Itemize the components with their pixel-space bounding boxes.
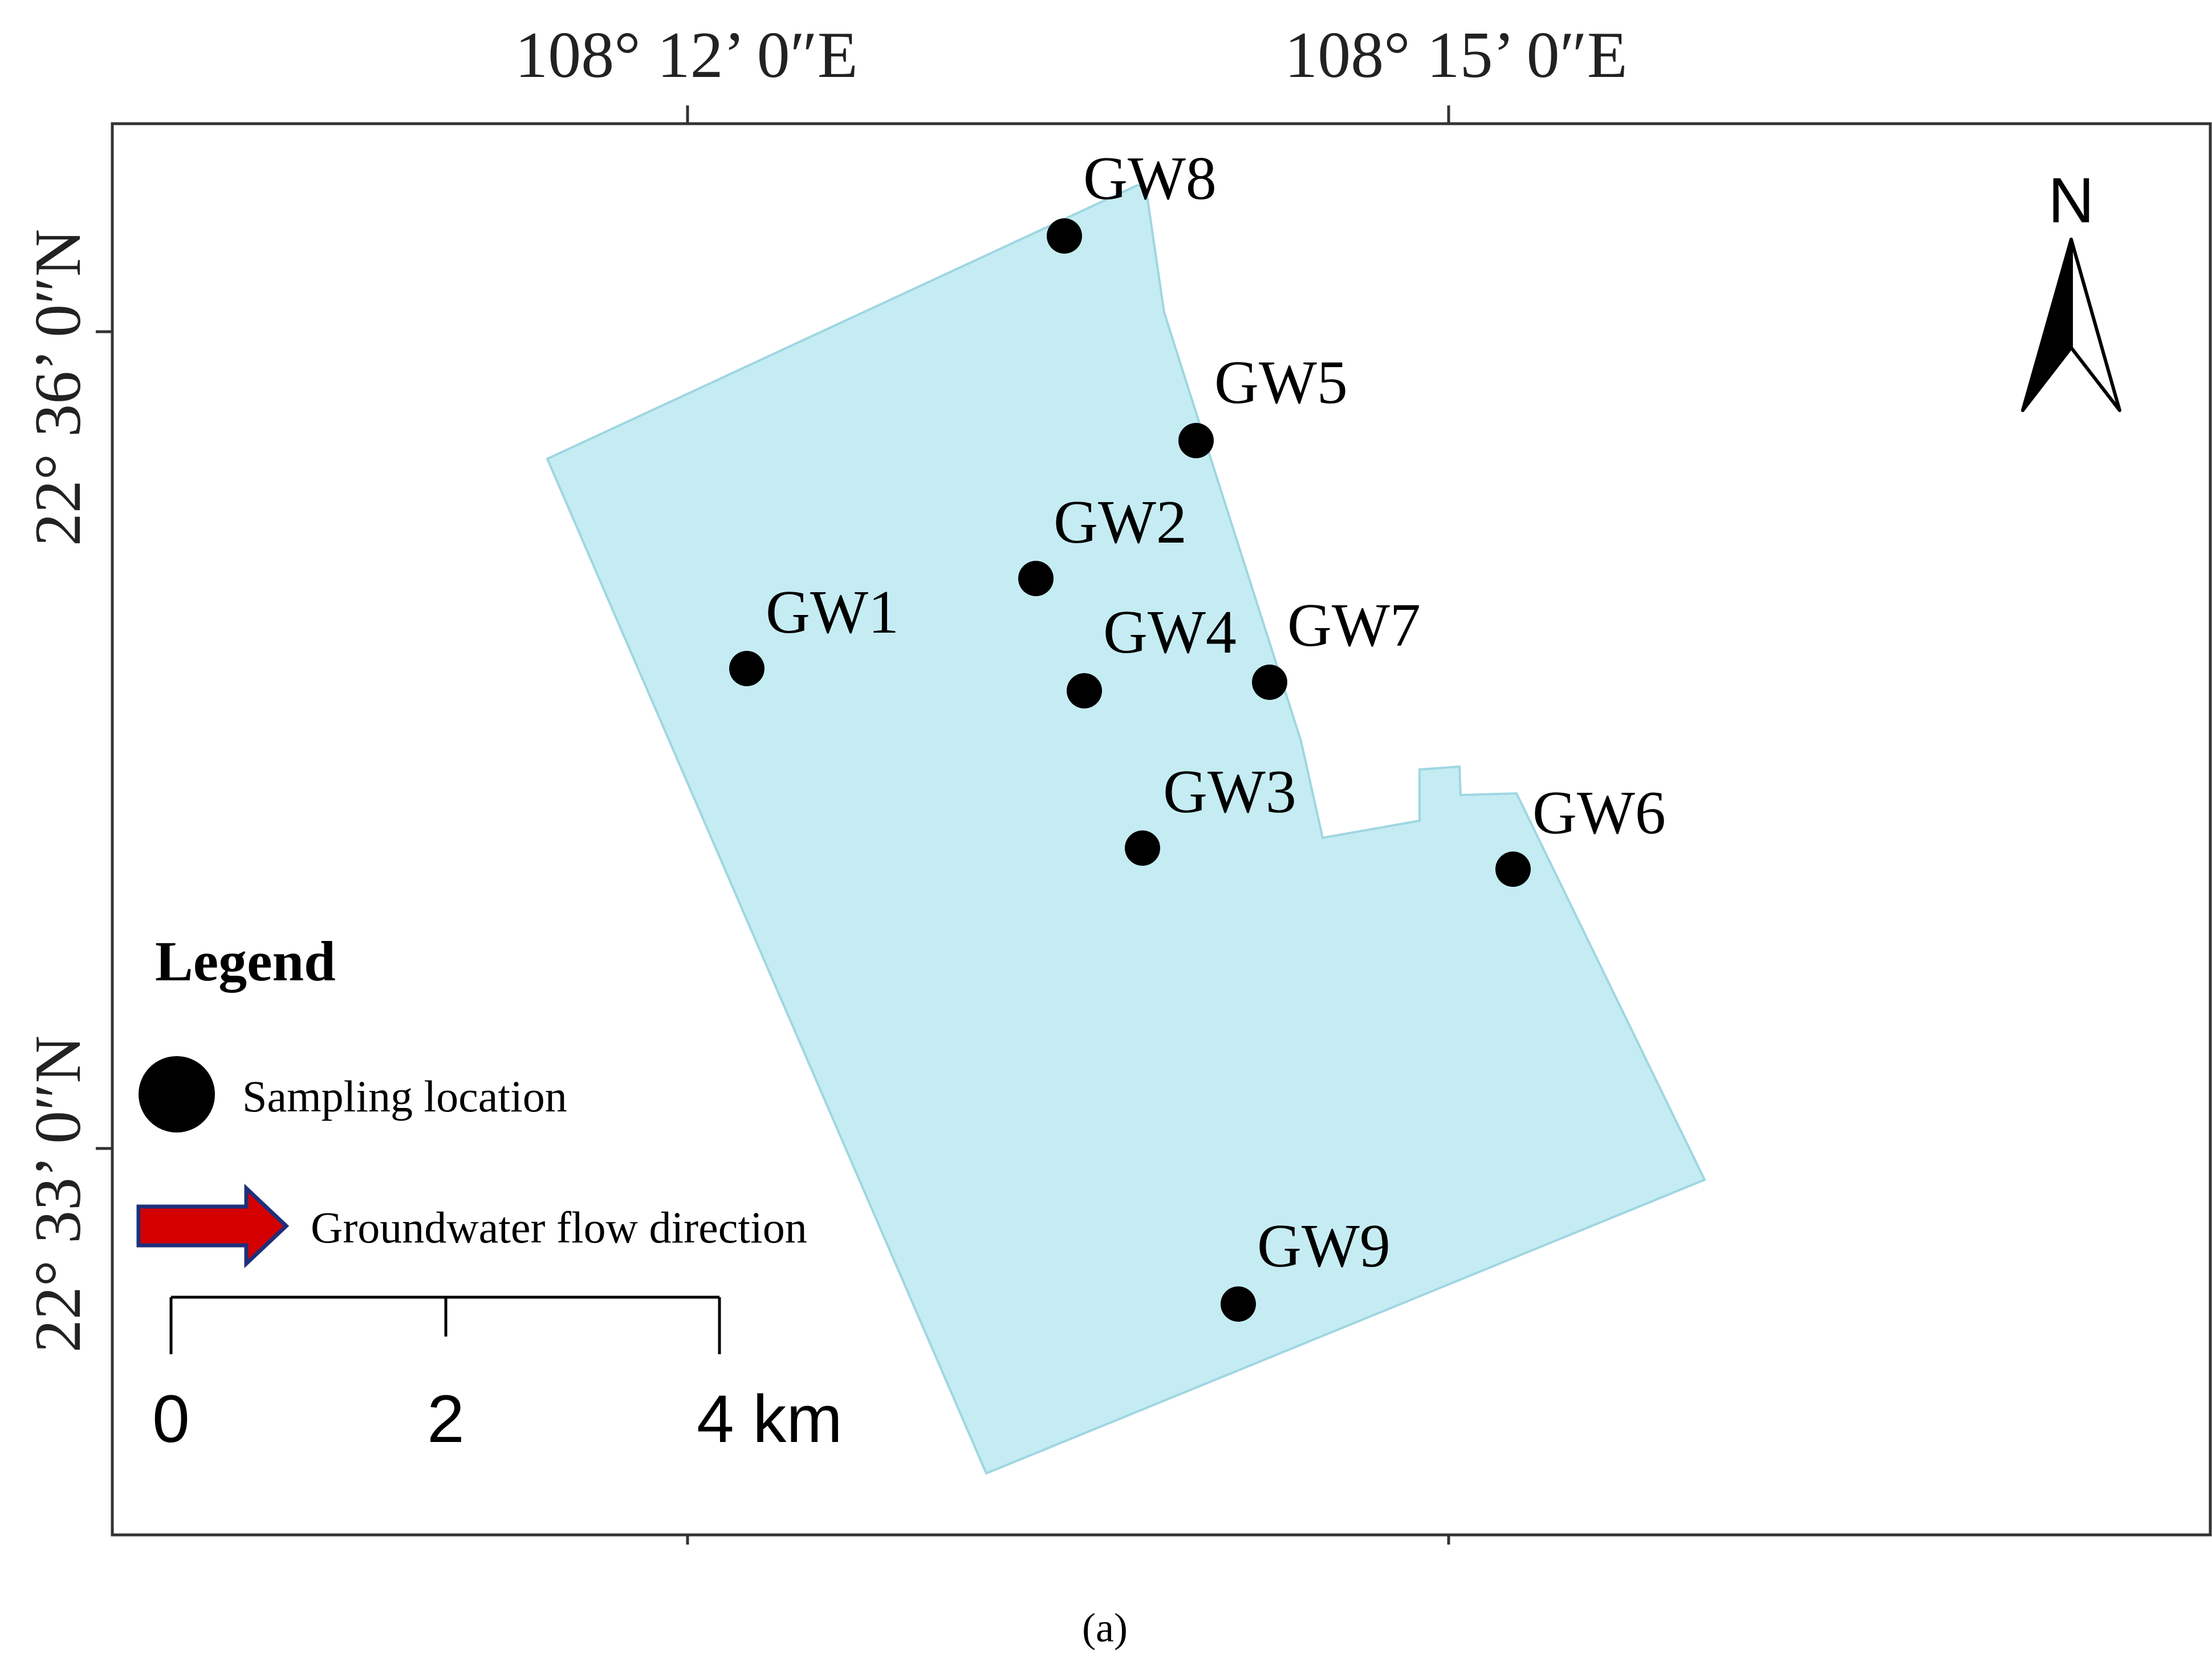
sampling-point-gw8 <box>1047 218 1082 254</box>
left-coordinate-label-upper: 22° 36’ 0″N <box>22 229 95 547</box>
sampling-point-label-gw9: GW9 <box>1257 1212 1390 1280</box>
scale-bar: 0 2 4 km <box>152 1296 843 1457</box>
sampling-point-label-gw3: GW3 <box>1163 758 1296 826</box>
legend-sampling-icon <box>139 1056 215 1132</box>
study-area-polygon <box>546 184 1706 1475</box>
north-arrow-label: N <box>2048 165 2095 236</box>
scale-bar-label-2: 2 <box>427 1382 465 1457</box>
scale-bar-label-0: 0 <box>152 1382 190 1457</box>
sampling-point-label-gw4: GW4 <box>1103 598 1237 666</box>
sampling-point-label-gw1: GW1 <box>766 579 899 646</box>
sampling-point-label-gw6: GW6 <box>1532 779 1666 847</box>
sampling-point-gw2 <box>1018 561 1054 596</box>
sampling-points: GW1 GW2 GW3 GW4 GW5 GW6 GW7 GW8 GW9 <box>729 145 1666 1322</box>
legend: Legend Sampling location Groundwater flo… <box>136 930 807 1269</box>
left-coordinate-label-lower: 22° 33’ 0″N <box>22 1036 95 1353</box>
scale-bar-label-4: 4 km <box>697 1382 843 1457</box>
sampling-point-label-gw8: GW8 <box>1083 145 1217 213</box>
sampling-point-gw4 <box>1067 673 1102 708</box>
caption-text: (a) <box>1082 1605 1128 1651</box>
sampling-point-gw1 <box>729 651 765 686</box>
top-coordinate-label-right: 108° 15’ 0″E <box>1284 19 1628 92</box>
graticule-ticks <box>96 105 1450 1545</box>
sampling-point-gw3 <box>1125 830 1160 866</box>
top-coordinate-label-left: 108° 12’ 0″E <box>515 19 858 92</box>
sampling-point-label-gw7: GW7 <box>1287 592 1421 659</box>
sampling-point-label-gw2: GW2 <box>1054 488 1187 556</box>
sampling-point-gw9 <box>1221 1286 1256 1322</box>
sampling-point-gw5 <box>1178 423 1214 458</box>
sampling-point-gw7 <box>1252 665 1287 700</box>
legend-flow-arrow-icon <box>136 1183 290 1269</box>
sampling-point-gw6 <box>1495 852 1531 887</box>
north-arrow-icon: N <box>2021 165 2121 412</box>
legend-title: Legend <box>155 930 336 993</box>
figure-caption: (a) <box>1082 1605 1128 1651</box>
sampling-point-label-gw5: GW5 <box>1214 349 1348 417</box>
legend-flow-label: Groundwater flow direction <box>311 1203 807 1252</box>
legend-sampling-label: Sampling location <box>242 1072 567 1121</box>
